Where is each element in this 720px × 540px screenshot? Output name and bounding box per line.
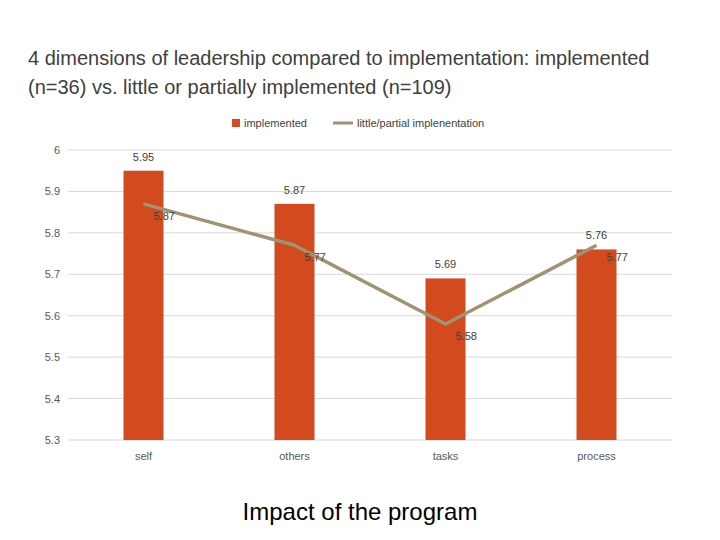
data-label: 5.95 — [133, 151, 154, 163]
legend-label: implemented — [244, 117, 307, 129]
legend-label: little/partial implenentation — [357, 117, 484, 129]
x-tick-label: self — [135, 450, 153, 462]
y-tick-label: 5.4 — [45, 393, 60, 405]
grid-line — [68, 150, 672, 151]
data-label: 5.87 — [154, 210, 175, 222]
x-tick-label: tasks — [433, 450, 459, 462]
bar — [577, 249, 617, 440]
y-tick-label: 5.7 — [45, 268, 60, 280]
chart: 5.3 5.4 5.5 5.6 5.7 5.8 5.9 6 self others tasks pro… — [0, 0, 720, 540]
data-label: 5.76 — [586, 229, 607, 241]
y-tick-label: 5.5 — [45, 351, 60, 363]
legend: implemented little/partial implenentation — [232, 117, 484, 129]
data-label: 5.77 — [607, 251, 628, 263]
y-tick-label: 5.9 — [45, 185, 60, 197]
plot-marks — [124, 171, 617, 440]
y-tick-label: 5.8 — [45, 227, 60, 239]
x-axis-label: Impact of the program — [243, 498, 478, 525]
line — [144, 204, 597, 324]
y-tick-label: 5.3 — [45, 434, 60, 446]
data-label: 5.87 — [284, 184, 305, 196]
data-label: 5.58 — [456, 330, 477, 342]
data-label: 5.69 — [435, 258, 456, 270]
chart-wrap: 4 dimensions of leadership compared to i… — [0, 0, 720, 540]
y-tick-label: 6 — [54, 144, 60, 156]
x-tick-label: others — [279, 450, 310, 462]
bar — [275, 204, 315, 440]
data-label: 5.77 — [305, 251, 326, 263]
title: 4 dimensions of leadership compared to i… — [28, 44, 668, 102]
bar — [426, 278, 466, 440]
legend-swatch — [333, 122, 353, 125]
legend-swatch — [232, 119, 240, 127]
x-tick-label: process — [577, 450, 616, 462]
y-tick-label: 5.6 — [45, 310, 60, 322]
